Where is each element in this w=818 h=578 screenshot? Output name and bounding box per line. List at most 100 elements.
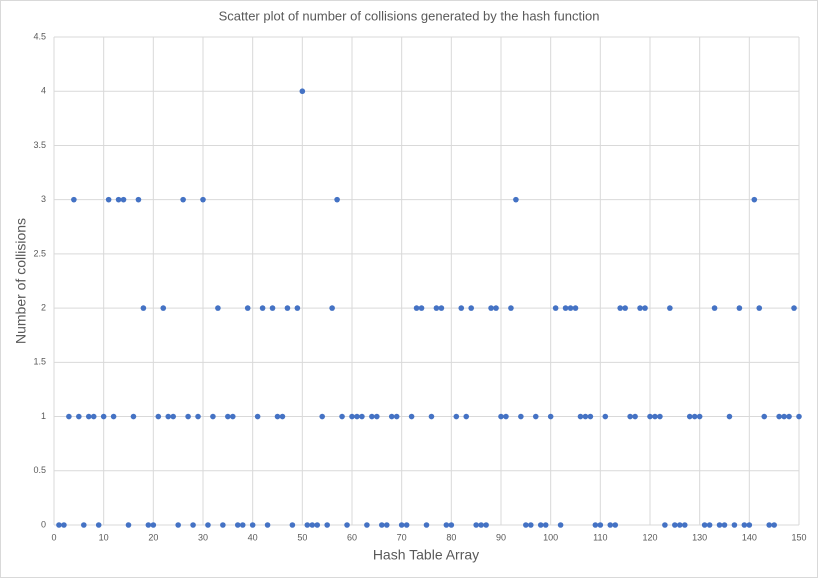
point [294, 305, 301, 311]
point [518, 413, 524, 420]
point [259, 305, 266, 311]
point [796, 413, 802, 420]
point [314, 522, 321, 528]
y-axis-label: Number of collisions [13, 218, 29, 344]
point [95, 522, 102, 528]
y-tick-label: 4 [41, 86, 46, 96]
point [61, 522, 67, 528]
point [443, 522, 450, 528]
point [642, 305, 648, 311]
point [756, 305, 763, 311]
point [81, 522, 87, 528]
x-tick-label: 130 [692, 532, 707, 542]
x-tick-label: 0 [51, 532, 56, 542]
point [319, 413, 326, 420]
point [289, 522, 296, 528]
point [274, 413, 281, 420]
point [701, 522, 708, 528]
point [513, 196, 519, 203]
point [528, 522, 534, 528]
x-tick-label: 30 [198, 532, 208, 542]
point [110, 413, 117, 420]
point [135, 196, 142, 203]
point [125, 522, 132, 528]
x-tick-label: 70 [397, 532, 407, 542]
point [130, 413, 137, 420]
point [279, 413, 286, 420]
point [473, 522, 479, 528]
point [428, 413, 435, 420]
point [731, 522, 738, 528]
point [463, 413, 470, 420]
point [736, 305, 743, 311]
point [478, 522, 484, 528]
point [592, 522, 599, 528]
point [726, 413, 733, 420]
point [249, 522, 256, 528]
point [647, 413, 653, 420]
point [696, 413, 703, 420]
x-tick-label: 60 [347, 532, 357, 542]
point [120, 196, 127, 203]
point [523, 522, 529, 528]
point [637, 305, 643, 311]
point [190, 522, 196, 528]
point [761, 413, 768, 420]
point [751, 196, 758, 203]
point [532, 413, 539, 420]
point [76, 413, 82, 420]
point [220, 522, 226, 528]
x-tick-label: 140 [742, 532, 757, 542]
point [498, 413, 504, 420]
y-tick-label: 0 [41, 519, 46, 529]
point [359, 413, 365, 420]
y-tick-label: 4.5 [33, 31, 46, 41]
x-axis-label: Hash Table Array [373, 547, 479, 563]
point [657, 413, 663, 420]
point [349, 413, 355, 420]
point [711, 305, 718, 311]
x-tick-label: 100 [543, 532, 558, 542]
point [542, 522, 549, 528]
point [195, 413, 201, 420]
x-tick-label: 20 [148, 532, 158, 542]
point [364, 522, 370, 528]
point [547, 413, 554, 420]
point [597, 522, 604, 528]
point [100, 413, 107, 420]
point [403, 522, 410, 528]
point [150, 522, 157, 528]
point [180, 196, 186, 203]
point [582, 413, 589, 420]
point [686, 413, 693, 420]
point [672, 522, 678, 528]
x-tick-label: 110 [593, 532, 607, 542]
point [66, 413, 72, 420]
point [716, 522, 723, 528]
point [379, 522, 385, 528]
point [662, 522, 668, 528]
y-tick-label: 2.5 [33, 248, 46, 258]
point [299, 88, 306, 95]
point [572, 305, 579, 311]
point [627, 413, 633, 420]
point [165, 413, 172, 420]
x-tick-label: 50 [297, 532, 307, 542]
point [244, 305, 251, 311]
point [681, 522, 688, 528]
point [115, 196, 122, 203]
point [254, 413, 261, 420]
point [413, 305, 420, 311]
point [418, 305, 425, 311]
point [284, 305, 291, 311]
point [339, 413, 345, 420]
point [438, 305, 445, 311]
point [706, 522, 713, 528]
y-tick-label: 0.5 [33, 465, 46, 475]
point [408, 413, 415, 420]
point [225, 413, 231, 420]
point [71, 196, 77, 203]
point [205, 522, 211, 528]
